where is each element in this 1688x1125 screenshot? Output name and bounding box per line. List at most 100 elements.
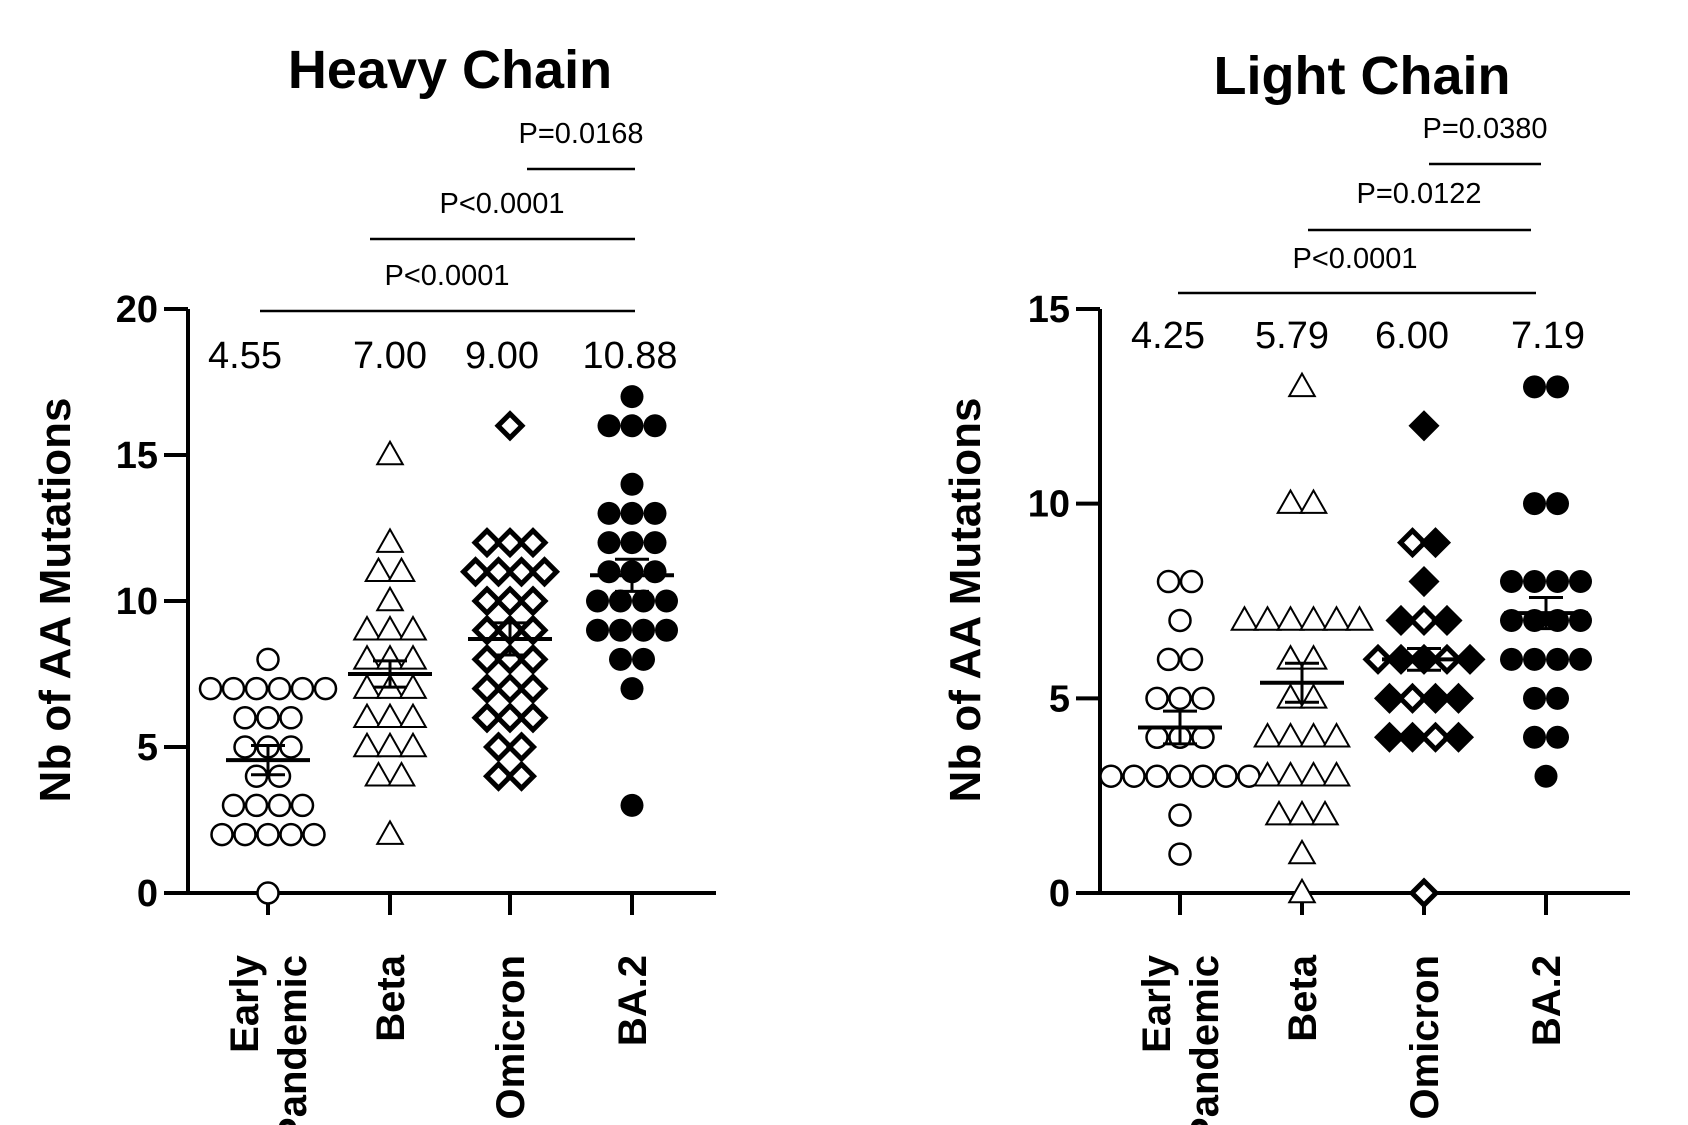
data-point bbox=[1523, 375, 1546, 399]
data-point bbox=[1287, 838, 1317, 865]
data-point bbox=[586, 589, 609, 613]
data-point bbox=[1299, 683, 1328, 709]
data-point bbox=[597, 531, 621, 555]
data-point bbox=[364, 760, 393, 787]
data-point bbox=[1362, 643, 1394, 675]
data-point bbox=[233, 706, 257, 730]
data-point bbox=[398, 702, 428, 729]
data-point bbox=[256, 647, 280, 672]
data-point bbox=[517, 702, 549, 734]
data-point bbox=[632, 589, 655, 613]
x-tick-label: Beta bbox=[369, 954, 413, 1041]
data-point bbox=[279, 706, 303, 730]
data-point bbox=[1276, 683, 1305, 709]
data-point bbox=[1523, 492, 1546, 516]
data-point bbox=[256, 881, 280, 905]
data-point bbox=[1099, 764, 1123, 788]
data-point bbox=[1419, 682, 1452, 714]
x-tick-label: Early bbox=[1135, 954, 1179, 1053]
data-point bbox=[1322, 760, 1351, 787]
data-point bbox=[1299, 605, 1328, 631]
y-tick-label: 20 bbox=[116, 289, 158, 331]
data-point bbox=[1214, 764, 1238, 788]
data-point bbox=[517, 673, 549, 705]
x-tick-label: Early bbox=[223, 954, 267, 1053]
p-value-label: P<0.0001 bbox=[1293, 243, 1418, 275]
data-point bbox=[1546, 686, 1569, 710]
x-tick-label: Beta bbox=[1281, 954, 1325, 1041]
data-point bbox=[1264, 799, 1294, 826]
data-point bbox=[1345, 605, 1374, 631]
data-point bbox=[1156, 569, 1181, 594]
data-point bbox=[494, 585, 526, 617]
data-point bbox=[1276, 488, 1305, 514]
data-point bbox=[375, 585, 405, 612]
data-point bbox=[1179, 569, 1204, 594]
data-point bbox=[1168, 764, 1192, 788]
chart-title: Heavy Chain bbox=[288, 40, 612, 100]
data-point bbox=[1442, 682, 1475, 714]
data-point bbox=[620, 531, 644, 555]
data-point bbox=[1168, 686, 1192, 711]
y-axis-label: Nb of AA Mutations bbox=[941, 398, 990, 803]
y-tick-label: 5 bbox=[1049, 678, 1070, 720]
data-point bbox=[609, 618, 632, 642]
data-point bbox=[375, 731, 405, 758]
data-point bbox=[655, 618, 678, 642]
data-point bbox=[375, 527, 405, 553]
mean-value-label: 5.79 bbox=[1255, 315, 1329, 357]
data-point bbox=[1569, 570, 1592, 594]
data-point bbox=[494, 702, 526, 734]
data-point bbox=[517, 643, 549, 675]
data-point bbox=[494, 410, 526, 442]
data-point bbox=[494, 527, 526, 559]
data-point bbox=[267, 793, 292, 818]
data-point bbox=[1168, 842, 1192, 866]
data-point bbox=[620, 501, 644, 525]
data-point bbox=[655, 589, 678, 613]
mean-value-label: 7.00 bbox=[353, 335, 427, 377]
data-point bbox=[494, 673, 526, 705]
data-point bbox=[517, 527, 549, 559]
data-point bbox=[1546, 492, 1569, 516]
data-point bbox=[1546, 570, 1569, 594]
data-point bbox=[1431, 604, 1463, 637]
data-point bbox=[221, 793, 246, 818]
data-point bbox=[643, 414, 667, 438]
y-tick-label: 10 bbox=[116, 581, 158, 623]
data-point bbox=[210, 822, 234, 847]
y-tick-label: 15 bbox=[1028, 289, 1070, 331]
data-point bbox=[352, 614, 382, 641]
data-point bbox=[1287, 799, 1317, 826]
data-point bbox=[1322, 605, 1351, 631]
data-point bbox=[1523, 686, 1546, 710]
data-point bbox=[1454, 643, 1486, 675]
data-point bbox=[313, 676, 338, 701]
data-point bbox=[1122, 764, 1146, 788]
p-value-label: P=0.0122 bbox=[1357, 178, 1482, 210]
data-point bbox=[643, 501, 667, 525]
data-point bbox=[290, 793, 315, 818]
data-point bbox=[1408, 877, 1440, 909]
data-point bbox=[1523, 647, 1546, 671]
y-tick-label: 15 bbox=[116, 435, 158, 477]
data-point bbox=[609, 589, 632, 613]
data-point bbox=[398, 731, 428, 758]
data-point bbox=[1419, 527, 1452, 559]
data-point bbox=[1419, 721, 1452, 753]
p-value-label: P<0.0001 bbox=[440, 188, 565, 220]
heavy-chain-panel: Heavy Chain Nb of AA Mutations 0 5 10 15 20 E… bbox=[31, 40, 716, 1125]
data-point bbox=[1310, 799, 1340, 826]
y-tick-label: 0 bbox=[137, 873, 158, 915]
data-point bbox=[1500, 570, 1523, 594]
y-axis-label: Nb of AA Mutations bbox=[31, 398, 80, 803]
data-point bbox=[1253, 722, 1282, 748]
data-point bbox=[198, 676, 223, 701]
data-point bbox=[1287, 877, 1317, 904]
mean-value-label: 6.00 bbox=[1375, 315, 1449, 357]
data-point bbox=[1276, 722, 1305, 748]
p-value-label: P<0.0001 bbox=[385, 260, 510, 292]
data-point bbox=[375, 702, 405, 729]
data-point bbox=[1276, 644, 1305, 670]
